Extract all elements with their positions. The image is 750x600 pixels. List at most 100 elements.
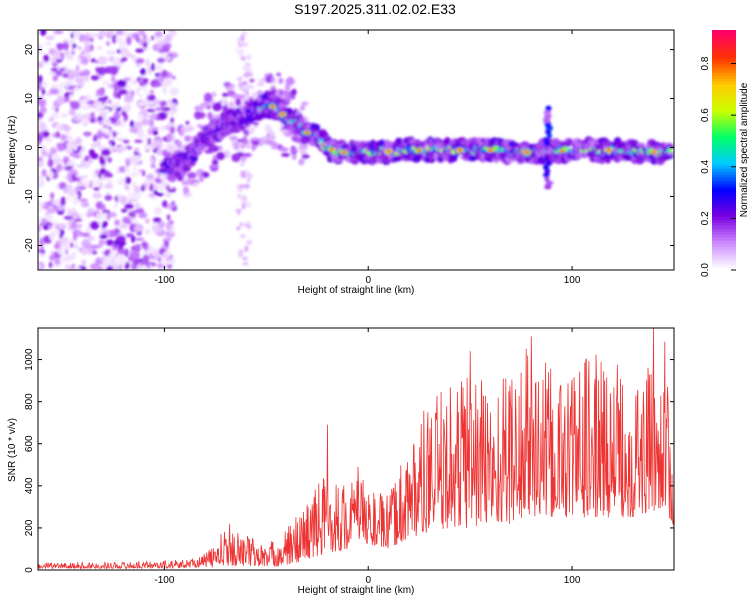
spectrogram-cell [47,152,53,161]
spectrogram-cell [81,113,92,120]
y-tick-label: 1000 [24,348,35,371]
spectrogram-cell [216,151,226,161]
spectrogram-cell [234,48,242,53]
colorbar-swatch [712,267,736,271]
spectrogram-cell [56,66,61,71]
spectrogram-cell [124,203,134,210]
colorbar-swatch [712,36,736,40]
colorbar-swatch [712,120,736,124]
spectrogram-cell [96,141,101,147]
spectrogram-cell [90,111,95,120]
spectrogram-cell [80,56,89,65]
spectrogram-cell [86,211,91,218]
spectrogram-cell [84,161,90,170]
x-tick-label: 100 [564,275,581,286]
spectrogram-cell [92,170,97,179]
colorbar-tick-label: 0.4 [700,159,711,173]
spectrogram-cell [76,164,87,168]
spectrogram-cell [140,68,146,76]
spectrogram-cell [83,42,90,47]
colorbar-swatch [712,93,736,97]
spectrogram-cell [80,247,89,256]
spectrogram-cell [252,122,259,126]
spectrogram-cell [60,134,67,141]
spectrogram-cell [280,112,286,116]
spectrogram-cell [129,75,134,84]
spectrogram-cell [134,203,141,209]
spectrogram-cell [236,189,244,193]
colorbar-swatch [712,231,736,235]
spectrogram-cell [41,80,48,89]
spectrogram-cell [171,75,176,80]
spectrogram-cell [122,139,130,144]
colorbar-swatch [712,189,736,193]
spectrogram-cell [157,57,166,63]
spectrogram-cell [44,41,53,47]
colorbar-swatch [712,42,736,46]
spectrogram-cell [81,146,86,153]
colorbar-swatch [712,171,736,175]
spectrogram-cell [141,241,148,249]
spectrogram-cell [92,182,100,186]
spectrogram-cell [242,262,249,266]
spectrogram-cell [39,106,47,114]
spectrogram-cell [81,106,91,110]
colorbar-swatch [712,129,736,133]
spectrogram-cell [185,120,190,125]
spectrogram-cell [164,34,173,43]
spectrogram-cell [38,121,45,131]
spectrogram-cell [488,148,493,152]
spectrogram-cell [97,107,102,112]
spectrogram-cell [386,149,392,153]
spectrogram-cell [131,251,141,259]
spectrogram-cell [47,224,53,230]
colorbar-swatch [712,210,736,214]
spectrogram-cell [116,79,127,87]
colorbar-swatch [712,147,736,151]
spectrogram-cell [121,208,128,213]
spectrogram-cell [152,82,163,87]
spectrogram-cell [82,69,91,77]
spectrogram-cell [161,200,168,208]
spectrogram-cell [169,125,175,135]
spectrogram-cell [150,196,158,201]
spectrogram-cell [55,123,59,131]
spectrogram-cell [150,163,156,168]
spectrogram-cell [667,147,672,153]
spectrogram-cell [153,206,163,215]
spectrogram-cell [66,141,73,150]
spectrogram-cell [62,41,70,51]
spectrogram-cell [542,157,551,162]
spectrogram-cell [151,126,159,131]
colorbar-tick-label: 0.0 [700,263,711,277]
spectrogram-cell [95,257,103,266]
spectrogram-cell [251,91,258,100]
spectrogram-cell [281,129,288,133]
colorbar-swatch [712,51,736,55]
spectrogram-cell [66,197,71,201]
spectrogram-cell [98,239,104,248]
spectrogram-cell [135,243,141,253]
spectrogram-cell [125,176,131,185]
spectrogram-cell [72,43,77,49]
spectrogram-cell [127,192,137,200]
spectrogram-cell [155,107,163,111]
spectrogram-cell [126,36,132,46]
spectrogram-cell [75,136,82,145]
spectrogram-cell [103,96,109,100]
colorbar-swatch [712,108,736,112]
snr-frame [38,328,674,570]
spectrogram-cell [143,84,147,93]
spectrogram-cell [242,153,252,158]
spectrogram-cell [198,174,205,183]
spectrogram-cell [57,144,65,152]
spectrogram-cell [146,108,156,113]
spectrogram-cell [221,92,229,97]
colorbar-swatch [712,60,736,64]
spectrogram-cell [152,138,162,148]
spectrogram-cell [150,156,154,165]
colorbar-swatch [712,69,736,73]
spectrogram-cell [168,122,176,129]
colorbar: 0.0 0.2 0.4 0.6 0.8 Normalized spectral ampl… [700,30,750,277]
colorbar-swatch [712,90,736,94]
